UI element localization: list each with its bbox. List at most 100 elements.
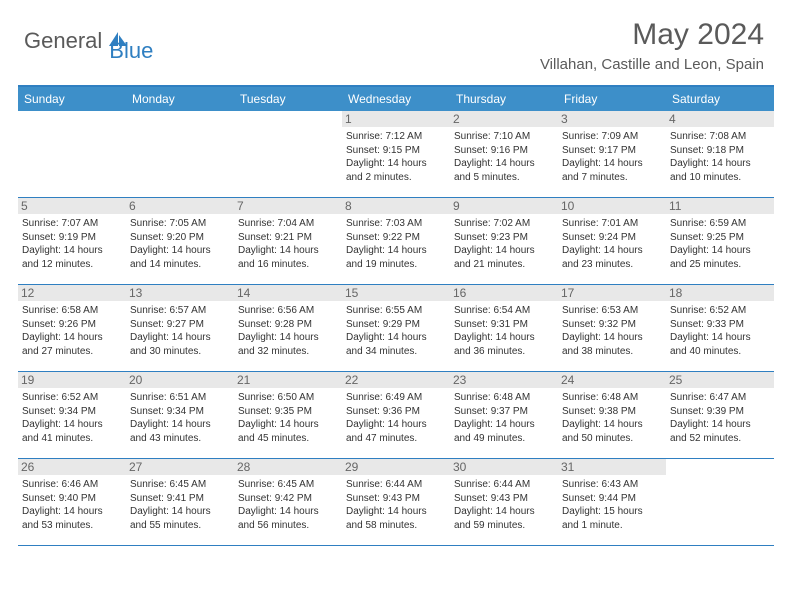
day-number: 29 [342, 459, 450, 475]
day-cell: 16Sunrise: 6:54 AMSunset: 9:31 PMDayligh… [450, 285, 558, 371]
sunrise-text: Sunrise: 6:57 AM [130, 304, 230, 318]
sunrise-text: Sunrise: 7:07 AM [22, 217, 122, 231]
daylight-text: Daylight: 14 hours and 36 minutes. [454, 331, 554, 358]
day-cell: 4Sunrise: 7:08 AMSunset: 9:18 PMDaylight… [666, 111, 774, 197]
sunset-text: Sunset: 9:27 PM [130, 318, 230, 332]
day-cell: 8Sunrise: 7:03 AMSunset: 9:22 PMDaylight… [342, 198, 450, 284]
sunset-text: Sunset: 9:43 PM [454, 492, 554, 506]
day-cell: 24Sunrise: 6:48 AMSunset: 9:38 PMDayligh… [558, 372, 666, 458]
sunset-text: Sunset: 9:44 PM [562, 492, 662, 506]
daylight-text: Daylight: 14 hours and 10 minutes. [670, 157, 770, 184]
day-info: Sunrise: 6:56 AMSunset: 9:28 PMDaylight:… [238, 304, 338, 358]
day-info: Sunrise: 6:55 AMSunset: 9:29 PMDaylight:… [346, 304, 446, 358]
sunrise-text: Sunrise: 6:58 AM [22, 304, 122, 318]
day-cell: 9 Sunrise: 7:02 AMSunset: 9:23 PMDaylight… [450, 198, 558, 284]
sunrise-text: Sunrise: 6:54 AM [454, 304, 554, 318]
sunset-text: Sunset: 9:39 PM [670, 405, 770, 419]
sunset-text: Sunset: 9:32 PM [562, 318, 662, 332]
daylight-text: Daylight: 14 hours and 53 minutes. [22, 505, 122, 532]
daylight-text: Daylight: 14 hours and 30 minutes. [130, 331, 230, 358]
sunrise-text: Sunrise: 6:52 AM [22, 391, 122, 405]
sunset-text: Sunset: 9:42 PM [238, 492, 338, 506]
dow-tuesday: Tuesday [234, 87, 342, 111]
day-number: 3 [558, 111, 666, 127]
sunrise-text: Sunrise: 6:55 AM [346, 304, 446, 318]
sunrise-text: Sunrise: 6:50 AM [238, 391, 338, 405]
day-cell: 26 Sunrise: 6:46 AMSunset: 9:40 PMDayligh… [18, 459, 126, 545]
day-number: 7 [234, 198, 342, 214]
day-number: 15 [342, 285, 450, 301]
day-info: Sunrise: 6:51 AMSunset: 9:34 PMDaylight:… [130, 391, 230, 445]
sunrise-text: Sunrise: 7:05 AM [130, 217, 230, 231]
day-cell: 23Sunrise: 6:48 AMSunset: 9:37 PMDayligh… [450, 372, 558, 458]
sunset-text: Sunset: 9:23 PM [454, 231, 554, 245]
sunset-text: Sunset: 9:40 PM [22, 492, 122, 506]
sunrise-text: Sunrise: 6:49 AM [346, 391, 446, 405]
sunrise-text: Sunrise: 6:56 AM [238, 304, 338, 318]
daylight-text: Daylight: 14 hours and 45 minutes. [238, 418, 338, 445]
day-cell: . [666, 459, 774, 545]
sunrise-text: Sunrise: 6:45 AM [130, 478, 230, 492]
sunset-text: Sunset: 9:20 PM [130, 231, 230, 245]
sunrise-text: Sunrise: 7:01 AM [562, 217, 662, 231]
daylight-text: Daylight: 14 hours and 56 minutes. [238, 505, 338, 532]
month-title: May 2024 [540, 18, 764, 52]
day-number: 11 [666, 198, 774, 214]
day-cell: . [126, 111, 234, 197]
day-cell: 31Sunrise: 6:43 AMSunset: 9:44 PMDayligh… [558, 459, 666, 545]
sunset-text: Sunset: 9:31 PM [454, 318, 554, 332]
sunset-text: Sunset: 9:34 PM [130, 405, 230, 419]
week-row: ...1Sunrise: 7:12 AMSunset: 9:15 PMDayli… [18, 111, 774, 198]
daylight-text: Daylight: 14 hours and 21 minutes. [454, 244, 554, 271]
day-info: Sunrise: 6:45 AMSunset: 9:41 PMDaylight:… [130, 478, 230, 532]
day-number: 27 [126, 459, 234, 475]
day-info: Sunrise: 6:46 AMSunset: 9:40 PMDaylight:… [22, 478, 122, 532]
week-row: 19Sunrise: 6:52 AMSunset: 9:34 PMDayligh… [18, 372, 774, 459]
day-number: 2 [450, 111, 558, 127]
day-info: Sunrise: 6:47 AMSunset: 9:39 PMDaylight:… [670, 391, 770, 445]
day-number: 28 [234, 459, 342, 475]
day-info: Sunrise: 7:02 AMSunset: 9:23 PMDaylight:… [454, 217, 554, 271]
sunset-text: Sunset: 9:35 PM [238, 405, 338, 419]
sunset-text: Sunset: 9:17 PM [562, 144, 662, 158]
sunset-text: Sunset: 9:28 PM [238, 318, 338, 332]
logo: General Blue [24, 18, 153, 64]
daylight-text: Daylight: 14 hours and 34 minutes. [346, 331, 446, 358]
sunrise-text: Sunrise: 7:04 AM [238, 217, 338, 231]
dow-friday: Friday [558, 87, 666, 111]
day-number: 8 [342, 198, 450, 214]
daylight-text: Daylight: 14 hours and 2 minutes. [346, 157, 446, 184]
day-cell: 14Sunrise: 6:56 AMSunset: 9:28 PMDayligh… [234, 285, 342, 371]
daylight-text: Daylight: 14 hours and 16 minutes. [238, 244, 338, 271]
sunrise-text: Sunrise: 7:08 AM [670, 130, 770, 144]
day-cell: 11Sunrise: 6:59 AMSunset: 9:25 PMDayligh… [666, 198, 774, 284]
day-number: 17 [558, 285, 666, 301]
sunset-text: Sunset: 9:24 PM [562, 231, 662, 245]
day-info: Sunrise: 6:58 AMSunset: 9:26 PMDaylight:… [22, 304, 122, 358]
day-number: 23 [450, 372, 558, 388]
day-cell: 12Sunrise: 6:58 AMSunset: 9:26 PMDayligh… [18, 285, 126, 371]
week-row: 12Sunrise: 6:58 AMSunset: 9:26 PMDayligh… [18, 285, 774, 372]
day-cell: 7Sunrise: 7:04 AMSunset: 9:21 PMDaylight… [234, 198, 342, 284]
daylight-text: Daylight: 14 hours and 55 minutes. [130, 505, 230, 532]
sunset-text: Sunset: 9:37 PM [454, 405, 554, 419]
location-label: Villahan, Castille and Leon, Spain [540, 56, 764, 73]
day-number: 9 [450, 198, 558, 214]
daylight-text: Daylight: 14 hours and 7 minutes. [562, 157, 662, 184]
sunrise-text: Sunrise: 6:48 AM [562, 391, 662, 405]
day-info: Sunrise: 7:01 AMSunset: 9:24 PMDaylight:… [562, 217, 662, 271]
daylight-text: Daylight: 14 hours and 27 minutes. [22, 331, 122, 358]
day-info: Sunrise: 6:45 AMSunset: 9:42 PMDaylight:… [238, 478, 338, 532]
day-info: Sunrise: 6:53 AMSunset: 9:32 PMDaylight:… [562, 304, 662, 358]
day-number: 26 [18, 459, 126, 475]
title-block: May 2024 Villahan, Castille and Leon, Sp… [540, 18, 764, 73]
day-cell: 18Sunrise: 6:52 AMSunset: 9:33 PMDayligh… [666, 285, 774, 371]
sunset-text: Sunset: 9:34 PM [22, 405, 122, 419]
day-number: 31 [558, 459, 666, 475]
week-row: 5Sunrise: 7:07 AMSunset: 9:19 PMDaylight… [18, 198, 774, 285]
day-cell: 30Sunrise: 6:44 AMSunset: 9:43 PMDayligh… [450, 459, 558, 545]
sunrise-text: Sunrise: 6:44 AM [346, 478, 446, 492]
daylight-text: Daylight: 14 hours and 23 minutes. [562, 244, 662, 271]
daylight-text: Daylight: 14 hours and 58 minutes. [346, 505, 446, 532]
day-number: 5 [18, 198, 126, 214]
